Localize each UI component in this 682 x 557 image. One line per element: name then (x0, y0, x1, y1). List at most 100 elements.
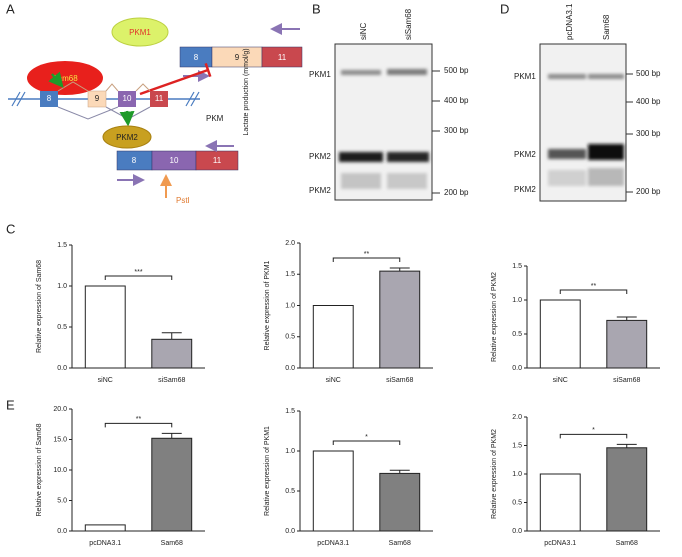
y-tick-label: 0.0 (57, 365, 67, 372)
lane-label: Sam68 (602, 14, 611, 40)
significance-bracket (559, 433, 628, 439)
error-bar (616, 443, 637, 448)
y-tick-label: 1.0 (285, 448, 295, 455)
y-tick-label: 10.0 (53, 467, 67, 474)
marker-label: 300 bp (636, 129, 661, 138)
panel-label: B (312, 1, 321, 16)
x-tick-label: pcDNA3.1 (544, 540, 576, 547)
bar (606, 319, 648, 369)
axis-text: Lactate production (mmol/g) (243, 48, 250, 135)
bar (84, 524, 126, 532)
marker-tick (626, 73, 633, 193)
y-axis-label: Relative expression of PKM1 (264, 260, 271, 350)
protein-label: Sam68 (52, 74, 78, 83)
x-tick-label: siNC (326, 377, 341, 384)
marker-label: 500 bp (444, 66, 469, 75)
exon (118, 91, 136, 107)
bar (379, 270, 421, 369)
x-tick-label: siNC (98, 377, 113, 384)
y-tick-label: 1.5 (512, 442, 522, 449)
exon (261, 46, 303, 68)
exon-label: 8 (132, 156, 137, 165)
significance-label: *** (134, 269, 142, 276)
bar (151, 437, 193, 532)
bar (379, 472, 421, 532)
significance-bracket (559, 289, 628, 294)
lane-label: siNC (359, 22, 368, 40)
gene-label: PKM (206, 114, 224, 123)
panel-label: C (6, 221, 15, 236)
y-tick-label: 1.5 (512, 263, 522, 270)
y-tick-label: 2.0 (512, 414, 522, 421)
y-tick-label: 1.5 (285, 408, 295, 415)
significance-label: ** (591, 283, 597, 290)
bar (606, 447, 648, 532)
y-tick-label: 0.5 (512, 331, 522, 338)
significance-bracket (332, 257, 401, 262)
significance-label: ** (136, 416, 142, 423)
exon-label: 11 (278, 53, 287, 62)
x-tick-label: pcDNA3.1 (317, 540, 349, 547)
significance-bracket (332, 440, 401, 445)
y-axis-label: Relative expression of PKM1 (264, 426, 271, 516)
error-bar (161, 332, 182, 340)
error-bar (616, 316, 637, 321)
y-tick-label: 2.0 (285, 240, 295, 247)
green-arrow (48, 71, 64, 88)
significance-label: * (365, 434, 368, 441)
y-tick-label: 1.5 (285, 271, 295, 278)
break-mark (11, 91, 200, 107)
y-axis-label: Relative expression of PKM2 (491, 429, 498, 519)
x-tick-label: Sam68 (616, 540, 638, 547)
marker-label: 500 bp (636, 69, 661, 78)
band-label: PKM2 (309, 186, 331, 195)
significance-label: * (592, 427, 595, 434)
splice-line (57, 106, 151, 120)
y-tick-label: 1.0 (57, 283, 67, 290)
exon-label: 8 (47, 94, 52, 103)
band-label: PKM1 (514, 72, 536, 81)
y-axis-label: Relative expression of Sam68 (36, 423, 43, 516)
bar (84, 285, 126, 369)
marker-label: 300 bp (444, 126, 469, 135)
significance-bracket (104, 275, 173, 280)
significance-label: ** (364, 251, 370, 258)
marker-label: 400 bp (444, 96, 469, 105)
panel-label: A (6, 1, 15, 16)
exon-label: 10 (170, 156, 179, 165)
y-tick-label: 0.5 (512, 499, 522, 506)
exon-label: 9 (95, 94, 100, 103)
y-tick-label: 1.5 (57, 242, 67, 249)
x-tick-label: siSam68 (613, 377, 640, 384)
y-axis-label: Relative expression of Sam68 (36, 260, 43, 353)
x-tick-label: pcDNA3.1 (89, 540, 121, 547)
error-bar (389, 267, 410, 272)
exon (150, 91, 168, 107)
y-tick-label: 0.0 (285, 528, 295, 535)
exon-label: 8 (194, 53, 199, 62)
marker-tick (432, 70, 440, 194)
y-tick-label: 15.0 (53, 436, 67, 443)
exon (87, 90, 107, 108)
y-tick-label: 0.0 (512, 528, 522, 535)
y-tick-label: 0.0 (57, 528, 67, 535)
y-tick-label: 20.0 (53, 406, 67, 413)
panel-label: D (500, 1, 509, 16)
exon-label: 9 (235, 53, 240, 62)
y-tick-label: 1.0 (285, 302, 295, 309)
splicing-diagram: A Sam68 PKM1 8 9 11 8 9 10 11 PKM Lactat… (6, 1, 303, 205)
exon (40, 91, 58, 107)
sam68-shape (27, 61, 103, 95)
y-tick-label: 0.5 (57, 324, 67, 331)
error-bar (161, 432, 182, 439)
y-tick-label: 5.0 (57, 497, 67, 504)
x-tick-label: siNC (553, 377, 568, 384)
x-tick-label: Sam68 (161, 540, 183, 547)
pkm2-shape (102, 125, 152, 149)
exon (195, 150, 239, 171)
bands (548, 74, 624, 186)
x-tick-label: siSam68 (386, 377, 413, 384)
lane-label: pcDNA3.1 (565, 3, 574, 40)
bar (312, 450, 354, 532)
